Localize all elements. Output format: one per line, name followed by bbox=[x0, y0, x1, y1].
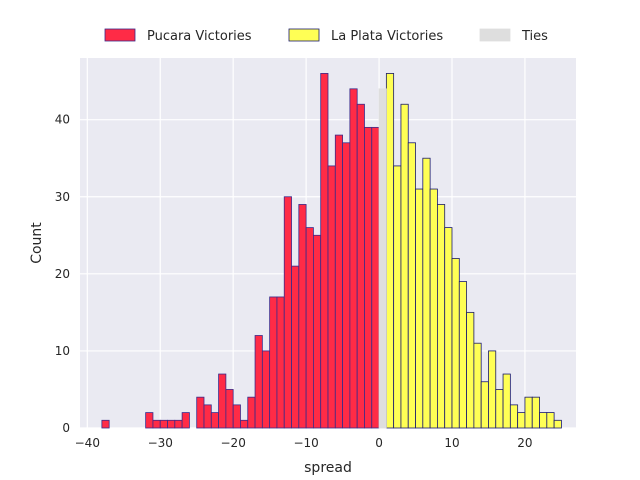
bar-la-plata-victories bbox=[437, 204, 446, 429]
x-tick-label: 10 bbox=[444, 436, 459, 450]
bar-pucara-victories bbox=[334, 134, 343, 429]
bar-la-plata-victories bbox=[517, 412, 526, 429]
bar-la-plata-victories bbox=[531, 396, 540, 429]
legend-swatch-la-plata-victories bbox=[288, 28, 320, 42]
bar-pucara-victories bbox=[298, 204, 307, 429]
bar-pucara-victories bbox=[356, 103, 365, 429]
bar-pucara-victories bbox=[196, 396, 205, 429]
bar-pucara-victories bbox=[247, 396, 256, 429]
bar-la-plata-victories bbox=[451, 258, 460, 429]
bar-la-plata-victories bbox=[539, 412, 548, 429]
bar-la-plata-victories bbox=[429, 188, 438, 429]
x-tick-label: −30 bbox=[148, 436, 173, 450]
bar-la-plata-victories bbox=[400, 103, 409, 429]
y-axis-ticks: 0 10 20 30 40 bbox=[55, 113, 70, 435]
bar-pucara-victories bbox=[261, 350, 271, 429]
legend-label-pucara-victories: Pucara Victories bbox=[147, 29, 252, 44]
y-tick-label: 0 bbox=[62, 421, 70, 435]
bar-pucara-victories bbox=[152, 419, 161, 429]
x-axis-label: spread bbox=[304, 460, 352, 476]
bar-la-plata-victories bbox=[495, 389, 504, 429]
x-tick-label: 20 bbox=[517, 436, 532, 450]
bar-pucara-victories bbox=[371, 126, 380, 429]
bar-pucara-victories bbox=[225, 389, 234, 429]
bar-la-plata-victories bbox=[473, 342, 482, 429]
bar-pucara-victories bbox=[210, 412, 219, 429]
bar-pucara-victories bbox=[254, 335, 263, 429]
y-tick-label: 20 bbox=[55, 267, 70, 281]
legend-swatch-ties bbox=[479, 28, 511, 42]
bar-pucara-victories bbox=[283, 196, 292, 429]
y-tick-label: 30 bbox=[55, 190, 70, 204]
bar-pucara-victories bbox=[101, 419, 110, 429]
bar-la-plata-victories bbox=[466, 311, 475, 429]
bar-pucara-victories bbox=[203, 404, 212, 429]
y-axis-label: Count bbox=[29, 222, 45, 264]
x-tick-label: −10 bbox=[293, 436, 318, 450]
bar-la-plata-victories bbox=[415, 188, 424, 429]
bar-pucara-victories bbox=[145, 412, 154, 429]
bar-la-plata-victories bbox=[422, 157, 431, 429]
bar-la-plata-victories bbox=[407, 142, 416, 429]
bar-pucara-victories bbox=[240, 419, 249, 429]
bar-la-plata-victories bbox=[509, 404, 519, 429]
bar-pucara-victories bbox=[167, 419, 176, 429]
bar-la-plata-victories bbox=[444, 227, 453, 429]
bar-la-plata-victories bbox=[553, 419, 562, 429]
x-tick-label: 0 bbox=[375, 436, 383, 450]
bar-pucara-victories bbox=[313, 234, 322, 429]
bar-la-plata-victories bbox=[524, 396, 533, 429]
bar-pucara-victories bbox=[342, 142, 351, 429]
bar-pucara-victories bbox=[305, 227, 314, 429]
bar-la-plata-victories bbox=[480, 381, 489, 429]
bar-pucara-victories bbox=[327, 165, 336, 429]
bar-la-plata-victories bbox=[385, 73, 395, 429]
bar-la-plata-victories bbox=[488, 350, 497, 429]
bar-la-plata-victories bbox=[502, 373, 511, 429]
bars bbox=[101, 73, 562, 429]
legend-label-la-plata-victories: La Plata Victories bbox=[331, 29, 443, 44]
bar-pucara-victories bbox=[276, 296, 285, 429]
bar-pucara-victories bbox=[291, 265, 300, 429]
y-tick-label: 40 bbox=[55, 113, 70, 127]
bar-pucara-victories bbox=[181, 412, 190, 429]
bar-la-plata-victories bbox=[393, 165, 402, 429]
bar-pucara-victories bbox=[218, 373, 227, 429]
x-tick-label: −40 bbox=[75, 436, 100, 450]
bar-ties bbox=[378, 88, 387, 429]
bar-pucara-victories bbox=[159, 419, 168, 429]
bar-pucara-victories bbox=[349, 88, 358, 429]
bar-la-plata-victories bbox=[546, 412, 555, 429]
bar-pucara-victories bbox=[232, 404, 241, 429]
x-tick-label: −20 bbox=[221, 436, 246, 450]
y-tick-label: 10 bbox=[55, 344, 70, 358]
bar-pucara-victories bbox=[364, 126, 373, 429]
bar-pucara-victories bbox=[269, 296, 278, 429]
bar-pucara-victories bbox=[174, 419, 183, 429]
bar-pucara-victories bbox=[320, 73, 329, 429]
legend-swatch-pucara-victories bbox=[104, 28, 136, 42]
legend-label-ties: Ties bbox=[521, 29, 548, 44]
x-axis-ticks: −40 −30 −20 −10 0 10 20 bbox=[75, 436, 533, 450]
legend: Pucara Victories La Plata Victories Ties bbox=[104, 28, 548, 44]
bar-la-plata-victories bbox=[458, 281, 467, 429]
